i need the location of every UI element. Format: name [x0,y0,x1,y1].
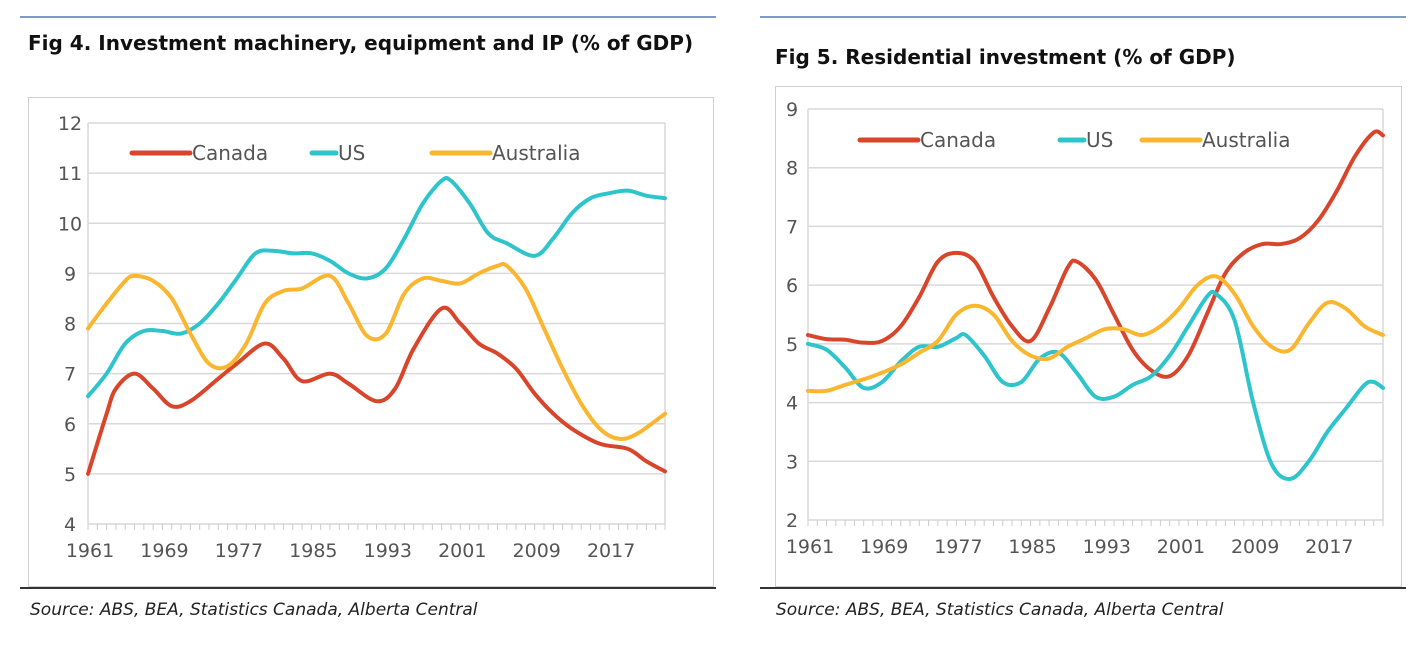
fig5-x-tick-label: 1993 [1083,536,1131,558]
fig5-y-tick-label: 8 [786,158,798,180]
fig5-bottom-rule [760,587,1406,589]
fig5-x-tick-label: 1969 [860,536,908,558]
fig5-chart-frame [775,86,1402,587]
fig5-y-tick-label: 3 [786,451,798,473]
fig4-x-tick-label: 2009 [513,540,561,562]
fig4-y-tick-label: 4 [64,514,76,536]
fig5-line-australia [806,274,1385,394]
fig5-y-tick-label: 7 [786,216,798,238]
fig5-legend-label-australia: Australia [1202,128,1290,152]
fig5-x-tick-label: 2001 [1157,536,1205,558]
fig4-x-tick-label: 2001 [438,540,486,562]
fig4-y-tick-label: 9 [64,263,76,285]
fig5-x-tick-label: 1977 [934,536,982,558]
fig4-x-tick-label: 1961 [66,540,114,562]
fig5-x-tick-label: 1985 [1008,536,1056,558]
fig4-y-tick-label: 6 [64,414,76,436]
fig4-y-tick-label: 12 [58,113,82,135]
fig4-x-tick-label: 1977 [215,540,263,562]
fig4-source: Source: ABS, BEA, Statistics Canada, Alb… [30,600,478,620]
fig5-legend-label-us: US [1086,128,1113,152]
fig4-x-tick-label: 1993 [364,540,412,562]
fig4-y-tick-label: 10 [58,213,82,235]
fig5-top-rule [760,16,1406,18]
fig4-top-rule [20,16,716,18]
fig4-title: Fig 4. Investment machinery, equipment a… [28,31,694,55]
fig5-line-us [806,289,1385,481]
fig5-y-tick-label: 6 [786,275,798,297]
fig4-y-tick-label: 11 [58,163,82,185]
fig4-line-us [86,175,667,399]
fig5-x-tick-label: 2017 [1305,536,1353,558]
fig4-legend-label-canada: Canada [192,141,268,165]
fig4-bottom-rule [20,587,716,589]
fig4-y-tick-label: 5 [64,464,76,486]
fig5-y-tick-label: 5 [786,334,798,356]
fig5-x-tick-label: 2009 [1231,536,1279,558]
fig4-x-tick-label: 1985 [289,540,337,562]
fig5-x-tick-label: 1961 [786,536,834,558]
fig5-line-canada [806,129,1385,379]
fig5-y-tick-label: 2 [786,510,798,532]
fig5-legend-label-canada: Canada [920,128,996,152]
fig4-line-canada [86,305,667,476]
fig5-title: Fig 5. Residential investment (% of GDP) [775,45,1236,69]
fig4-y-tick-label: 7 [64,364,76,386]
fig5-source: Source: ABS, BEA, Statistics Canada, Alb… [776,600,1224,620]
fig4-chart-frame [28,97,714,587]
fig4-legend-label-australia: Australia [492,141,580,165]
fig4-y-tick-label: 8 [64,314,76,336]
fig4-x-tick-label: 2017 [587,540,635,562]
fig4-line-australia [86,261,667,441]
fig5-y-tick-label: 4 [786,393,798,415]
fig4-x-tick-label: 1969 [140,540,188,562]
fig4-legend-label-us: US [338,141,365,165]
fig5-y-tick-label: 9 [786,99,798,121]
